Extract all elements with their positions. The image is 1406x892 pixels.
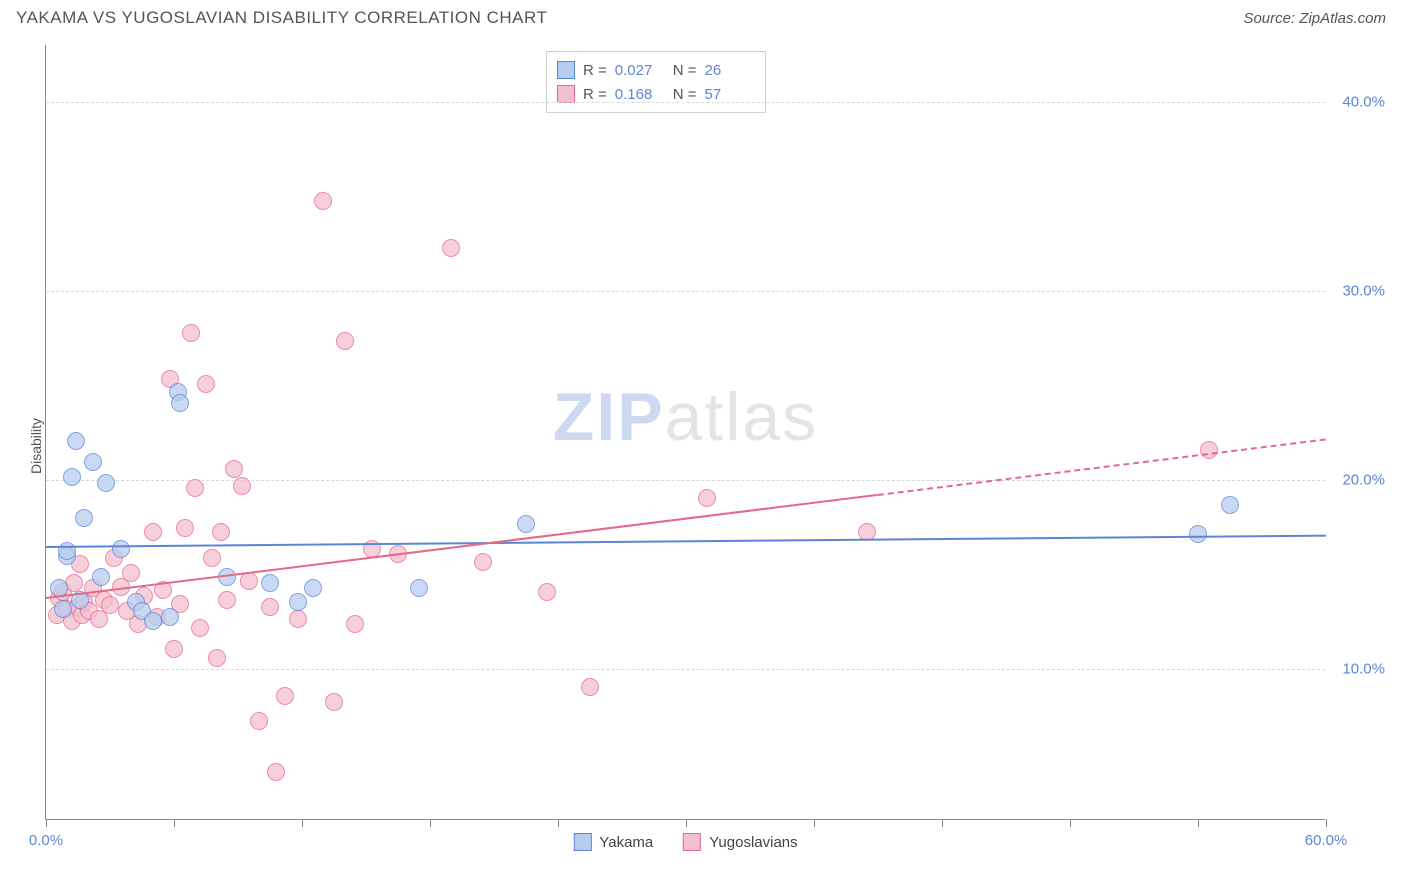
regression-line-yakama [46, 535, 1326, 548]
data-point-yugoslavians [101, 596, 119, 614]
data-point-yugoslavians [182, 324, 200, 342]
legend-item-yugoslavians: Yugoslavians [683, 833, 797, 851]
data-point-yugoslavians [165, 640, 183, 658]
xtick [1198, 819, 1199, 827]
data-point-yugoslavians [314, 192, 332, 210]
data-point-yakama [112, 540, 130, 558]
data-point-yugoslavians [346, 615, 364, 633]
data-point-yakama [261, 574, 279, 592]
legend-item-yakama: Yakama [573, 833, 653, 851]
n-value-yugoslavians: 57 [705, 86, 755, 103]
gridline [46, 669, 1325, 670]
data-point-yugoslavians [122, 564, 140, 582]
data-point-yakama [1189, 525, 1207, 543]
data-point-yugoslavians [474, 553, 492, 571]
watermark-zip: ZIP [553, 379, 665, 455]
xtick [174, 819, 175, 827]
data-point-yugoslavians [276, 687, 294, 705]
data-point-yugoslavians [250, 712, 268, 730]
data-point-yugoslavians [325, 693, 343, 711]
xtick [814, 819, 815, 827]
stats-legend-box: R = 0.027 N = 26 R = 0.168 N = 57 [546, 51, 766, 113]
ytick-label: 40.0% [1330, 93, 1385, 110]
source-label: Source: ZipAtlas.com [1243, 10, 1386, 27]
xtick [1070, 819, 1071, 827]
data-point-yakama [92, 568, 110, 586]
swatch-yakama [557, 61, 575, 79]
xtick [302, 819, 303, 827]
data-point-yugoslavians [698, 489, 716, 507]
data-point-yugoslavians [1200, 441, 1218, 459]
data-point-yugoslavians [289, 610, 307, 628]
r-value-yakama: 0.027 [615, 62, 665, 79]
data-point-yugoslavians [336, 332, 354, 350]
watermark: ZIPatlas [553, 378, 818, 456]
data-point-yakama [1221, 496, 1239, 514]
ytick-label: 20.0% [1330, 471, 1385, 488]
data-point-yakama [304, 579, 322, 597]
xtick [46, 819, 47, 827]
data-point-yugoslavians [442, 239, 460, 257]
n-label: N = [673, 86, 697, 103]
xtick [686, 819, 687, 827]
xtick [942, 819, 943, 827]
ytick-label: 30.0% [1330, 282, 1385, 299]
scatter-chart: ZIPatlas R = 0.027 N = 26 R = 0.168 N = … [45, 45, 1325, 820]
swatch-yugoslavians [683, 833, 701, 851]
n-value-yakama: 26 [705, 62, 755, 79]
data-point-yakama [54, 600, 72, 618]
data-point-yugoslavians [203, 549, 221, 567]
data-point-yakama [171, 394, 189, 412]
stats-row-yakama: R = 0.027 N = 26 [557, 58, 755, 82]
swatch-yugoslavians [557, 85, 575, 103]
xaxis-label: 60.0% [1305, 832, 1348, 849]
watermark-atlas: atlas [665, 379, 819, 455]
data-point-yugoslavians [212, 523, 230, 541]
r-label: R = [583, 86, 607, 103]
data-point-yugoslavians [233, 477, 251, 495]
data-point-yugoslavians [261, 598, 279, 616]
ytick-label: 10.0% [1330, 660, 1385, 677]
r-label: R = [583, 62, 607, 79]
gridline [46, 102, 1325, 103]
data-point-yakama [67, 432, 85, 450]
gridline [46, 291, 1325, 292]
data-point-yakama [517, 515, 535, 533]
y-axis-label: Disability [28, 418, 44, 474]
data-point-yugoslavians [186, 479, 204, 497]
r-value-yugoslavians: 0.168 [615, 86, 665, 103]
swatch-yakama [573, 833, 591, 851]
xtick [1326, 819, 1327, 827]
bottom-legend: Yakama Yugoslavians [573, 833, 797, 851]
legend-label-yugoslavians: Yugoslavians [709, 834, 797, 851]
data-point-yugoslavians [225, 460, 243, 478]
data-point-yakama [289, 593, 307, 611]
data-point-yakama [58, 542, 76, 560]
data-point-yakama [84, 453, 102, 471]
data-point-yakama [75, 509, 93, 527]
xtick [430, 819, 431, 827]
data-point-yakama [97, 474, 115, 492]
data-point-yugoslavians [208, 649, 226, 667]
xtick [558, 819, 559, 827]
data-point-yakama [63, 468, 81, 486]
data-point-yugoslavians [176, 519, 194, 537]
chart-title: YAKAMA VS YUGOSLAVIAN DISABILITY CORRELA… [16, 8, 547, 28]
data-point-yugoslavians [538, 583, 556, 601]
regression-line-dashed-yugoslavians [878, 438, 1326, 496]
data-point-yugoslavians [144, 523, 162, 541]
data-point-yugoslavians [197, 375, 215, 393]
data-point-yakama [161, 608, 179, 626]
data-point-yugoslavians [267, 763, 285, 781]
n-label: N = [673, 62, 697, 79]
data-point-yugoslavians [191, 619, 209, 637]
data-point-yugoslavians [581, 678, 599, 696]
xaxis-label: 0.0% [29, 832, 63, 849]
data-point-yakama [410, 579, 428, 597]
data-point-yugoslavians [218, 591, 236, 609]
data-point-yakama [144, 612, 162, 630]
legend-label-yakama: Yakama [599, 834, 653, 851]
